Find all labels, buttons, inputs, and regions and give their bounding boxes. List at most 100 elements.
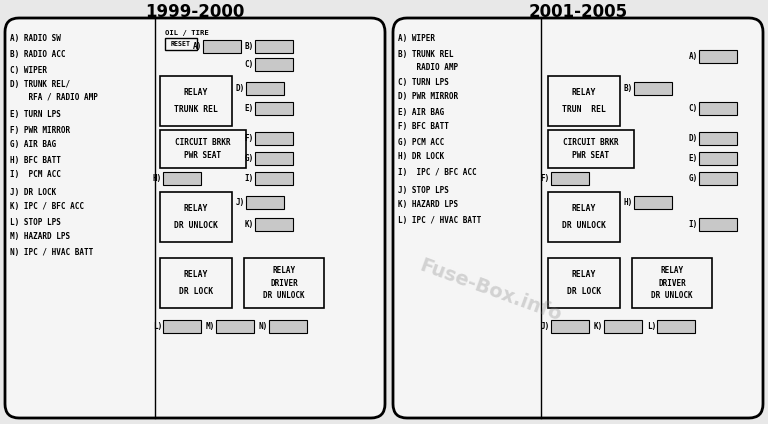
Text: H): H) [153, 173, 162, 182]
Bar [699, 50, 737, 63]
Bar [244, 258, 324, 308]
Text: B): B) [245, 42, 254, 50]
Text: PWR SEAT: PWR SEAT [572, 151, 610, 160]
Text: E) TURN LPS: E) TURN LPS [10, 111, 61, 120]
Bar [548, 130, 634, 168]
Text: RELAY: RELAY [660, 266, 684, 275]
Text: RELAY: RELAY [184, 204, 208, 213]
Text: DR UNLOCK: DR UNLOCK [263, 291, 305, 300]
Text: PWR SEAT: PWR SEAT [184, 151, 221, 160]
Bar [160, 76, 232, 126]
Text: B) TRUNK REL: B) TRUNK REL [398, 50, 453, 59]
Text: L) IPC / HVAC BATT: L) IPC / HVAC BATT [398, 215, 482, 224]
Text: A) WIPER: A) WIPER [398, 33, 435, 42]
Text: G): G) [689, 173, 698, 182]
Bar [551, 320, 589, 333]
Bar [548, 192, 620, 242]
Text: C) TURN LPS: C) TURN LPS [398, 78, 449, 86]
Text: DRIVER: DRIVER [270, 279, 298, 287]
Text: L) STOP LPS: L) STOP LPS [10, 218, 61, 226]
Text: B): B) [624, 84, 633, 92]
Text: K) IPC / BFC ACC: K) IPC / BFC ACC [10, 203, 84, 212]
Text: TRUNK REL: TRUNK REL [174, 105, 218, 114]
Text: E) AIR BAG: E) AIR BAG [398, 108, 444, 117]
Text: DR LOCK: DR LOCK [179, 287, 213, 296]
Text: F) BFC BATT: F) BFC BATT [398, 123, 449, 131]
Bar [699, 218, 737, 231]
Text: DR UNLOCK: DR UNLOCK [174, 221, 218, 230]
Text: E): E) [689, 153, 698, 162]
Bar [255, 102, 293, 115]
Text: RELAY: RELAY [572, 270, 596, 279]
Text: A): A) [193, 42, 202, 50]
Text: K): K) [245, 220, 254, 229]
Text: A) RADIO SW: A) RADIO SW [10, 33, 61, 42]
Text: 1999-2000: 1999-2000 [145, 3, 245, 21]
Bar [699, 152, 737, 165]
Bar [160, 258, 232, 308]
Bar [632, 258, 712, 308]
Text: RELAY: RELAY [184, 270, 208, 279]
Text: I)  IPC / BFC ACC: I) IPC / BFC ACC [398, 167, 477, 176]
Text: DR UNLOCK: DR UNLOCK [651, 291, 693, 300]
Text: RELAY: RELAY [572, 88, 596, 97]
Bar [160, 192, 232, 242]
Text: DR LOCK: DR LOCK [567, 287, 601, 296]
Text: RELAY: RELAY [273, 266, 296, 275]
Text: C): C) [245, 59, 254, 69]
Bar [548, 258, 620, 308]
FancyBboxPatch shape [393, 18, 763, 418]
Text: E): E) [245, 103, 254, 112]
Text: F): F) [245, 134, 254, 142]
Text: TRUN  REL: TRUN REL [562, 105, 606, 114]
Text: RADIO AMP: RADIO AMP [398, 62, 458, 72]
Text: M): M) [206, 321, 215, 330]
Bar [246, 196, 284, 209]
Bar [246, 82, 284, 95]
Bar [160, 130, 246, 168]
Bar [255, 172, 293, 185]
Text: G): G) [245, 153, 254, 162]
Bar [216, 320, 254, 333]
Text: N): N) [259, 321, 268, 330]
Text: H) DR LOCK: H) DR LOCK [398, 153, 444, 162]
Text: RESET: RESET [171, 41, 191, 47]
Text: C) WIPER: C) WIPER [10, 65, 47, 75]
Text: G) PCM ACC: G) PCM ACC [398, 137, 444, 147]
Bar [634, 82, 672, 95]
Bar [551, 172, 589, 185]
Text: D) TRUNK REL/: D) TRUNK REL/ [10, 81, 70, 89]
Text: OIL / TIRE: OIL / TIRE [165, 30, 209, 36]
Bar [255, 132, 293, 145]
Text: A): A) [689, 51, 698, 61]
Text: K) HAZARD LPS: K) HAZARD LPS [398, 201, 458, 209]
Bar [163, 320, 201, 333]
Bar [203, 40, 241, 53]
Bar [163, 172, 201, 185]
Bar [634, 196, 672, 209]
Text: H) BFC BATT: H) BFC BATT [10, 156, 61, 165]
Bar [548, 76, 620, 126]
Bar [269, 320, 307, 333]
Text: D) PWR MIRROR: D) PWR MIRROR [398, 92, 458, 101]
Text: J) STOP LPS: J) STOP LPS [398, 186, 449, 195]
Bar [699, 102, 737, 115]
Text: 2001-2005: 2001-2005 [528, 3, 627, 21]
Text: F): F) [541, 173, 550, 182]
Text: RELAY: RELAY [184, 88, 208, 97]
Text: H): H) [624, 198, 633, 206]
Text: L): L) [647, 321, 656, 330]
Text: D): D) [689, 134, 698, 142]
Bar [604, 320, 642, 333]
Text: RELAY: RELAY [572, 204, 596, 213]
Text: I): I) [245, 173, 254, 182]
Text: CIRCUIT BRKR: CIRCUIT BRKR [563, 138, 619, 147]
Bar [699, 172, 737, 185]
Text: J): J) [541, 321, 550, 330]
Text: B) RADIO ACC: B) RADIO ACC [10, 50, 65, 59]
Text: I): I) [689, 220, 698, 229]
Text: Fuse-Box.info: Fuse-Box.info [416, 256, 564, 324]
Text: G) AIR BAG: G) AIR BAG [10, 140, 56, 150]
Text: C): C) [689, 103, 698, 112]
Bar [255, 40, 293, 53]
